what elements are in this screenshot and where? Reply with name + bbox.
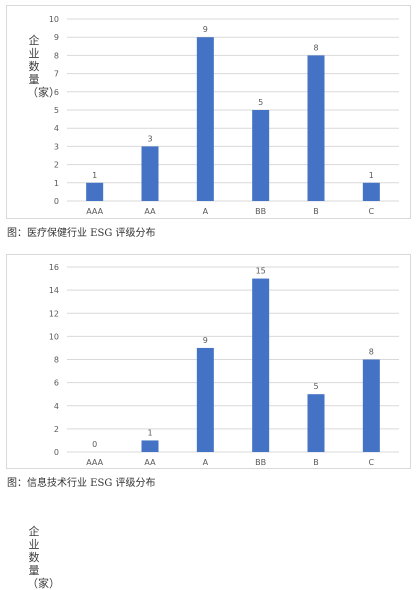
y-tick-label: 10 <box>49 15 59 24</box>
x-tick-label: B <box>313 458 319 467</box>
y-tick-label: 9 <box>54 33 59 42</box>
bar <box>307 55 325 202</box>
bar <box>196 347 214 452</box>
x-tick-label: BB <box>255 458 266 467</box>
y-tick-label: 14 <box>49 286 59 295</box>
y-axis-label: 企业数量（家） <box>27 34 60 99</box>
y-tick-label: 16 <box>49 263 59 272</box>
bar <box>141 440 159 452</box>
data-label: 5 <box>313 382 318 391</box>
x-tick-label: B <box>313 207 319 216</box>
bar <box>86 182 104 201</box>
bar <box>307 394 325 452</box>
bar <box>252 110 270 201</box>
x-tick-label: A <box>203 458 209 467</box>
x-tick-label: C <box>369 458 375 467</box>
data-label: 9 <box>203 336 208 345</box>
data-label: 1 <box>369 171 374 180</box>
data-label: 1 <box>92 171 97 180</box>
y-tick-label: 0 <box>54 197 59 206</box>
x-tick-label: BB <box>255 207 266 216</box>
data-label: 3 <box>147 134 152 143</box>
figure-caption-it: 图：信息技术行业 ESG 评级分布 <box>7 478 156 489</box>
data-label: 0 <box>92 440 97 449</box>
bar <box>362 359 380 452</box>
data-label: 5 <box>258 98 263 107</box>
x-tick-label: AA <box>144 207 156 216</box>
data-label: 8 <box>313 43 318 52</box>
y-tick-label: 0 <box>54 448 59 457</box>
bar <box>141 146 159 201</box>
x-tick-label: AAA <box>86 207 103 216</box>
chart-it-plot: 0 2 4 6 8 10 12 14 16 0 AAA 1 AA 9 A 15 BB 5 B 8 C <box>49 263 399 467</box>
y-tick-label: 2 <box>54 425 59 434</box>
figure-caption-healthcare: 图：医疗保健行业 ESG 评级分布 <box>7 228 156 239</box>
data-label: 15 <box>256 267 266 276</box>
y-tick-label: 1 <box>54 179 59 188</box>
x-tick-label: C <box>369 207 375 216</box>
x-tick-label: AA <box>144 458 156 467</box>
y-tick-label: 10 <box>49 332 59 341</box>
y-tick-label: 8 <box>54 356 59 365</box>
y-tick-label: 7 <box>54 70 59 79</box>
y-tick-label: 4 <box>54 402 59 411</box>
chart-healthcare: 0 1 2 3 4 5 6 7 8 9 10 1 AAA 3 AA 9 A 5 BB 8 B 1 C 企业数量（家） <box>6 5 411 219</box>
y-tick-label: 6 <box>54 88 59 97</box>
y-tick-label: 4 <box>54 124 59 133</box>
data-label: 8 <box>369 348 374 357</box>
y-tick-label: 6 <box>54 379 59 388</box>
y-tick-label: 8 <box>54 51 59 60</box>
data-label: 9 <box>203 25 208 34</box>
bar <box>252 278 270 452</box>
y-tick-label: 12 <box>49 309 59 318</box>
y-tick-label: 3 <box>54 142 59 151</box>
chart-healthcare-plot: 0 1 2 3 4 5 6 7 8 9 10 1 AAA 3 AA 9 A 5 BB 8 B 1 C <box>49 15 399 216</box>
bar <box>362 182 380 201</box>
x-tick-label: A <box>203 207 209 216</box>
data-label: 1 <box>147 428 152 437</box>
y-axis-label: 企业数量（家） <box>27 525 60 590</box>
bar <box>196 37 214 202</box>
x-tick-label: AAA <box>86 458 103 467</box>
y-tick-label: 2 <box>54 161 59 170</box>
chart-it: 0 2 4 6 8 10 12 14 16 0 AAA 1 AA 9 A 15 BB 5 B 8 C 企业数量（家） <box>6 254 411 590</box>
y-tick-label: 5 <box>54 106 59 115</box>
